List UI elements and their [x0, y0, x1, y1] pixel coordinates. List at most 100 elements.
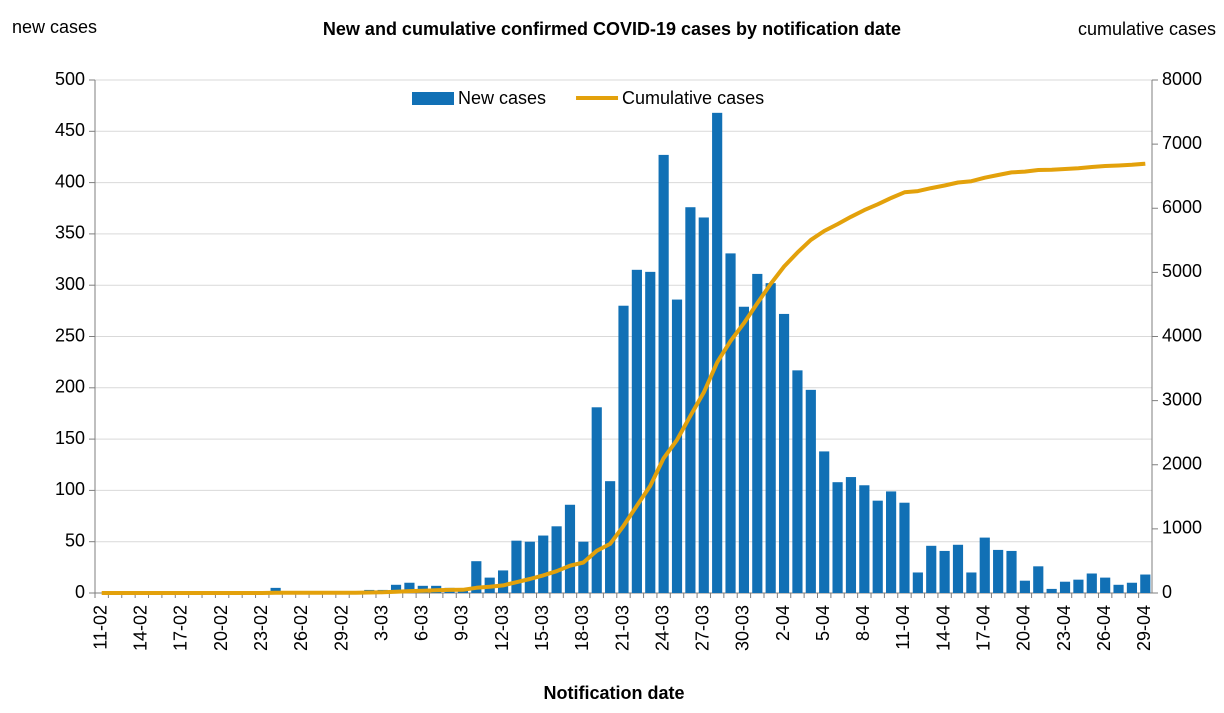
- bar: [1086, 573, 1097, 593]
- y2-tick-label: 7000: [1162, 133, 1202, 153]
- legend-label: Cumulative cases: [622, 88, 764, 108]
- y-axis-label: new cases: [12, 17, 97, 37]
- bar: [886, 491, 897, 593]
- bar: [457, 590, 469, 593]
- x-tick-label: 23-02: [251, 605, 271, 651]
- cumulative-line: [101, 161, 1146, 595]
- bar: [671, 299, 683, 593]
- bar: [1046, 588, 1057, 593]
- y-tick-label: 150: [55, 428, 85, 448]
- bar: [591, 407, 602, 593]
- bar: [1126, 582, 1138, 593]
- x-tick-label: 23-04: [1054, 605, 1074, 651]
- y-tick-label: 300: [55, 274, 85, 294]
- bar: [872, 500, 883, 593]
- bar: [899, 502, 910, 593]
- y2-tick-label: 8000: [1162, 69, 1202, 89]
- x-tick-label: 18-03: [572, 605, 592, 651]
- bar: [979, 537, 990, 593]
- x-tick-label: 21-03: [612, 605, 632, 651]
- bar: [805, 389, 816, 593]
- x-tick-label: 26-04: [1094, 605, 1114, 651]
- bar: [792, 370, 803, 593]
- y-tick-label: 100: [55, 479, 85, 499]
- bar: [390, 584, 402, 593]
- bar: [725, 253, 736, 594]
- bar: [832, 482, 843, 593]
- bar: [765, 283, 776, 593]
- y2-tick-label: 3000: [1162, 389, 1202, 409]
- x-tick-label: 17-04: [974, 605, 994, 651]
- x-tick-label: 20-02: [211, 605, 231, 651]
- x-tick-label: 29-04: [1134, 605, 1154, 651]
- bar: [966, 572, 977, 593]
- y-tick-label: 450: [55, 120, 85, 140]
- bar: [993, 549, 1004, 593]
- bar: [538, 535, 549, 593]
- y-tick-label: 400: [55, 171, 85, 191]
- bar: [752, 273, 763, 593]
- x-tick-label: 30-03: [733, 605, 753, 651]
- bar: [564, 504, 576, 593]
- bar: [926, 545, 937, 593]
- x-tick-label: 24-03: [652, 605, 672, 651]
- y2-tick-label: 0: [1162, 582, 1172, 602]
- y2-axis-label: cumulative cases: [1078, 19, 1216, 39]
- y-tick-label: 500: [55, 69, 85, 89]
- legend-label: New cases: [458, 88, 546, 108]
- bar: [1033, 566, 1044, 593]
- bar: [658, 154, 669, 593]
- bar: [605, 481, 616, 593]
- x-tick-label: 8-04: [853, 605, 873, 641]
- bar: [1113, 584, 1124, 593]
- y2-tick-label: 6000: [1162, 197, 1202, 217]
- y2-tick-label: 1000: [1162, 518, 1202, 538]
- bar: [685, 207, 696, 593]
- bar: [698, 217, 709, 593]
- chart-title: New and cumulative confirmed COVID-19 ca…: [323, 19, 901, 39]
- y2-tick-label: 4000: [1162, 325, 1202, 345]
- y-tick-label: 0: [75, 582, 85, 602]
- x-tick-label: 2-04: [773, 605, 793, 641]
- bar: [1100, 577, 1111, 593]
- x-axis-label: Notification date: [543, 683, 684, 703]
- bar: [845, 477, 857, 593]
- bar: [1073, 579, 1084, 593]
- bar: [1140, 574, 1151, 593]
- bar: [645, 271, 656, 593]
- x-tick-label: 11-02: [90, 605, 110, 650]
- x-tick-label: 29-02: [331, 605, 351, 651]
- x-tick-label: 11-04: [893, 605, 913, 650]
- bar: [270, 587, 281, 593]
- x-tick-label: 12-03: [492, 605, 512, 651]
- legend-swatch: [412, 92, 454, 105]
- x-tick-label: 27-03: [693, 605, 713, 651]
- x-tick-label: 14-02: [131, 605, 151, 651]
- y-tick-label: 250: [55, 325, 85, 345]
- bar: [1059, 581, 1071, 593]
- bar: [578, 541, 589, 593]
- y2-tick-label: 2000: [1162, 454, 1202, 474]
- bar: [819, 451, 830, 593]
- x-tick-label: 3-03: [371, 605, 391, 641]
- bar: [1019, 580, 1030, 593]
- y-tick-label: 200: [55, 377, 85, 397]
- y-tick-label: 350: [55, 223, 85, 243]
- bar: [738, 306, 750, 593]
- bar: [631, 269, 642, 593]
- bar: [778, 313, 790, 593]
- bar: [712, 112, 723, 593]
- bar: [1006, 550, 1017, 593]
- x-tick-label: 15-03: [532, 605, 552, 651]
- x-tick-label: 9-03: [452, 605, 472, 641]
- bar: [952, 544, 964, 593]
- x-tick-label: 14-04: [933, 605, 953, 651]
- bar: [551, 526, 562, 593]
- x-tick-label: 26-02: [291, 605, 311, 651]
- x-tick-label: 17-02: [171, 605, 191, 651]
- bar: [471, 561, 482, 593]
- bar: [497, 570, 509, 593]
- x-tick-label: 6-03: [412, 605, 432, 641]
- x-tick-label: 5-04: [813, 605, 833, 641]
